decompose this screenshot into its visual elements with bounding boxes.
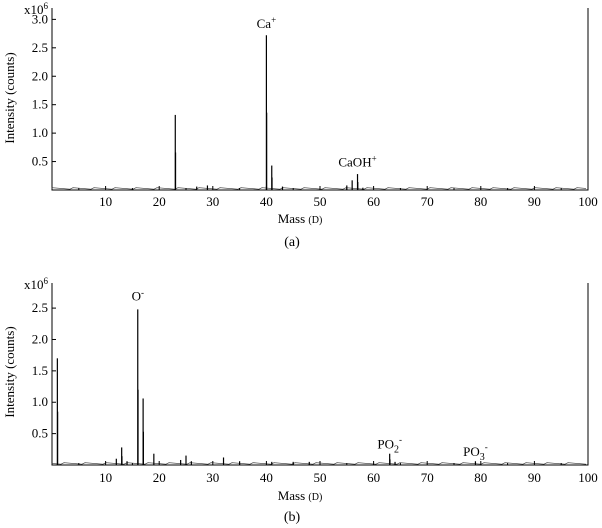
y-axis-label: Intensity (counts) xyxy=(2,326,17,417)
y-tick-label: 1.0 xyxy=(32,394,48,409)
panel-a: 10 20 30 40 50 60 70 80 90 100 0.5 1.0 1.5 2.0 2.5 3.0x… xyxy=(2,1,598,250)
x-tick-label: 10 xyxy=(99,194,112,209)
x-tick-label: 90 xyxy=(528,470,541,485)
peak-annotation: PO3- xyxy=(463,442,488,463)
x-tick-label: 20 xyxy=(153,194,166,209)
x-tick-label: 50 xyxy=(314,470,327,485)
x-tick-label: 70 xyxy=(421,470,434,485)
peak-annotation: CaOH+ xyxy=(338,154,376,170)
x-axis-label: Mass (D) xyxy=(278,488,323,503)
x-tick-label: 70 xyxy=(421,194,434,209)
y-axis-label: Intensity (counts) xyxy=(2,52,17,143)
annotation-superscript: + xyxy=(372,154,377,164)
x-tick-label: 30 xyxy=(206,194,219,209)
plot-frame xyxy=(51,8,589,191)
annotation-superscript: - xyxy=(485,442,488,452)
peak-annotation: O- xyxy=(132,287,144,303)
y-tick-label: 2.0 xyxy=(32,68,48,83)
y-tick-label: 2.5 xyxy=(32,300,48,315)
x-tick-label: 20 xyxy=(153,470,166,485)
panel-label: (b) xyxy=(284,510,301,525)
y-tick-label: 0.5 xyxy=(32,426,48,441)
y-scale-exponent: 6 xyxy=(44,276,49,286)
peak-annotation: PO2- xyxy=(377,434,402,455)
x-tick-label: 40 xyxy=(260,194,273,209)
annotation-superscript: - xyxy=(399,434,402,444)
x-tick-label: 30 xyxy=(206,470,219,485)
x-tick-label: 80 xyxy=(474,194,487,209)
annotation-subscript: 3 xyxy=(480,452,485,463)
y-tick-label: 1.0 xyxy=(32,125,48,140)
x-tick-label: 60 xyxy=(367,194,380,209)
baseline-noise xyxy=(51,187,587,190)
x-axis-unit: (D) xyxy=(308,492,322,503)
y-scale-exponent: 6 xyxy=(44,1,49,11)
annotation-subscript: 2 xyxy=(394,444,399,455)
y-tick-label: 0.5 xyxy=(32,154,48,169)
x-tick-label: 10 xyxy=(99,470,112,485)
y-tick-label: 1.5 xyxy=(32,363,48,378)
x-tick-label: 40 xyxy=(260,470,273,485)
x-axis-label: Mass (D) xyxy=(278,211,323,226)
x-tick-label: 100 xyxy=(578,470,598,485)
annotation-superscript: - xyxy=(141,287,144,297)
x-tick-label: 60 xyxy=(367,470,380,485)
y-tick-label: 2.5 xyxy=(32,40,48,55)
x-tick-label: 100 xyxy=(578,194,598,209)
x-tick-label: 50 xyxy=(314,194,327,209)
y-tick-label: 2.0 xyxy=(32,331,48,346)
plot-frame xyxy=(51,283,589,466)
panel-label: (a) xyxy=(284,235,300,250)
annotation-superscript: + xyxy=(271,15,276,25)
y-scale-label: x106 xyxy=(24,1,49,17)
x-tick-label: 80 xyxy=(474,470,487,485)
y-scale-label: x106 xyxy=(24,276,49,292)
x-axis-unit: (D) xyxy=(308,215,322,226)
y-tick-label: 3.0 xyxy=(32,11,48,26)
y-tick-label: 1.5 xyxy=(32,97,48,112)
panel-b: 10 20 30 40 50 60 70 80 90 100 0.5 1.0 1.5 2.0 2.5 x106… xyxy=(2,276,598,525)
peak-annotation: Ca+ xyxy=(257,15,277,31)
x-tick-label: 90 xyxy=(528,194,541,209)
